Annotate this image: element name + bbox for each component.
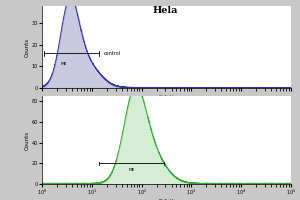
Text: Hela: Hela [152,6,178,15]
Text: ME: ME [128,168,135,172]
Y-axis label: Counts: Counts [25,37,30,57]
X-axis label: FL1-H: FL1-H [159,199,174,200]
Text: FL1-H: FL1-H [159,95,174,100]
Y-axis label: Counts: Counts [25,130,30,150]
Text: ME: ME [61,62,68,66]
Text: control: control [104,51,121,56]
